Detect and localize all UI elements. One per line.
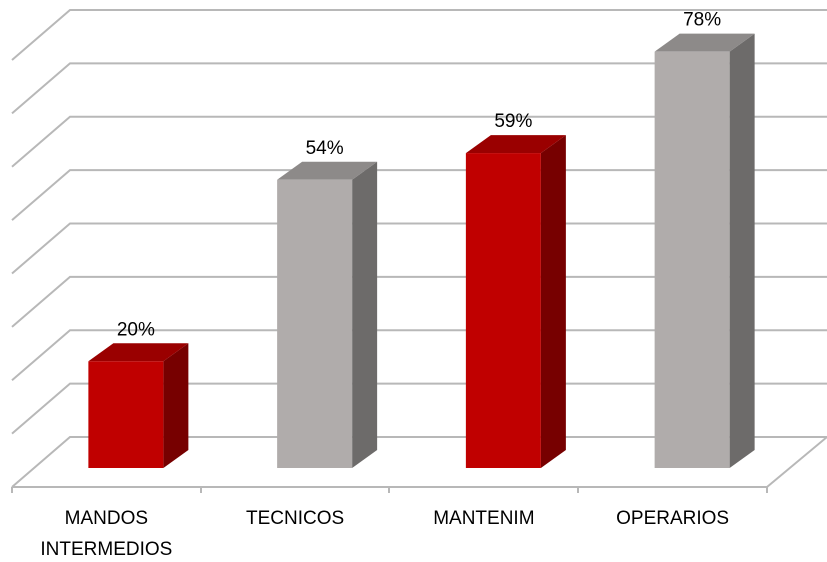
bar: [465, 153, 541, 468]
bar-side: [163, 343, 189, 468]
grid-line: [11, 115, 827, 168]
floor-right: [766, 436, 827, 488]
grid-line: [11, 382, 827, 435]
grid-line: [11, 169, 827, 221]
bar-top: [654, 33, 755, 52]
data-label: 20%: [117, 319, 155, 340]
grid-line: [11, 62, 827, 115]
bar-top: [88, 343, 189, 362]
grid-line: [11, 222, 827, 275]
bar: [277, 179, 353, 468]
bar: [654, 51, 730, 469]
grid-line: [11, 329, 827, 382]
bar-side: [729, 33, 755, 469]
bar-top: [465, 135, 566, 154]
grid-line: [11, 9, 827, 61]
x-tick-label: MANDOS INTERMEDIOS: [40, 508, 173, 560]
data-label: 59%: [494, 111, 532, 132]
bar-side: [540, 135, 566, 468]
x-tick-label: MANTENIM: [433, 508, 535, 529]
grid-line: [11, 436, 827, 488]
bar-side: [352, 161, 378, 468]
bar: [88, 361, 164, 468]
data-label: 78%: [683, 10, 721, 31]
bar-top: [277, 161, 378, 180]
data-label: 54%: [306, 138, 344, 159]
x-tick-label: TECNICOS: [246, 508, 345, 529]
grid-line: [11, 275, 827, 328]
x-tick-label: OPERARIOS: [616, 508, 730, 529]
